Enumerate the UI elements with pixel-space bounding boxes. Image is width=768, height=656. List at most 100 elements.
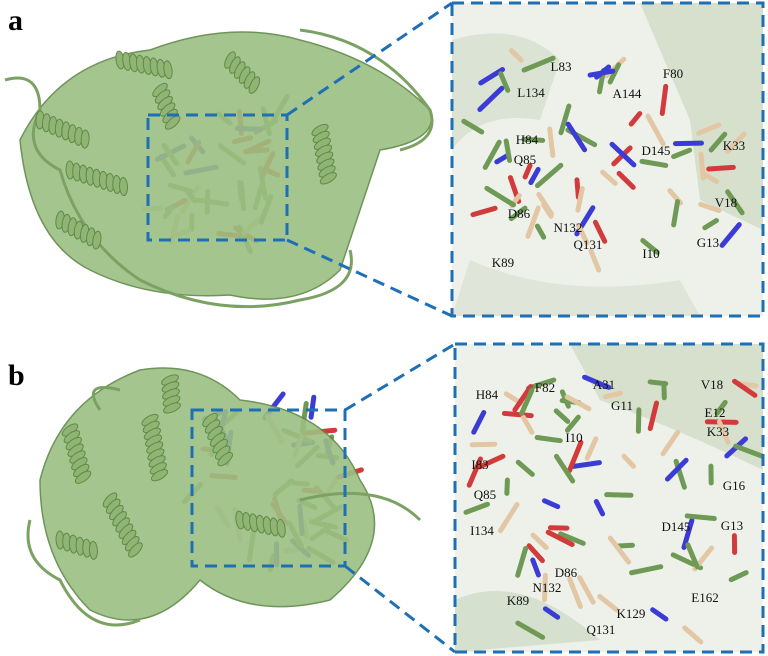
stick xyxy=(616,542,635,549)
stick xyxy=(553,408,571,424)
residue-label: F80 xyxy=(663,66,683,81)
helix-turn xyxy=(217,451,233,467)
stick xyxy=(684,513,717,522)
stick xyxy=(478,67,506,86)
stick xyxy=(463,501,491,515)
helix-turn xyxy=(276,518,286,538)
residue-label: I134 xyxy=(470,523,494,538)
helix-turn xyxy=(164,115,181,130)
helix-turn xyxy=(128,542,143,558)
residue-label: L83 xyxy=(551,59,572,74)
helix-turn xyxy=(248,76,261,94)
stick xyxy=(528,166,541,186)
stick xyxy=(470,205,498,218)
stick xyxy=(559,389,571,409)
residue-label: E162 xyxy=(691,590,718,605)
stick xyxy=(466,456,483,488)
zoom-box-b xyxy=(453,342,765,654)
zoom-line xyxy=(344,342,456,412)
stick xyxy=(708,131,728,153)
stick xyxy=(607,535,632,565)
stick xyxy=(521,136,546,143)
stick xyxy=(542,606,561,620)
stick xyxy=(525,205,541,239)
stick xyxy=(568,460,602,470)
stick xyxy=(494,153,510,165)
helix-turn xyxy=(88,540,98,560)
residue-label: G13 xyxy=(721,518,743,533)
residue-label: D145 xyxy=(662,519,691,534)
residue-label: G13 xyxy=(697,235,719,250)
stick xyxy=(484,185,517,208)
residue-label: I10 xyxy=(565,430,582,445)
stick xyxy=(616,170,636,190)
stick xyxy=(664,457,689,482)
stick xyxy=(588,248,602,273)
residue-label: Q131 xyxy=(574,237,603,252)
zoom-line xyxy=(286,1,453,117)
residue-label: H84 xyxy=(516,132,539,147)
residue-label: E12 xyxy=(705,405,726,420)
focus-box-a xyxy=(146,113,289,242)
helix-turn xyxy=(163,60,173,80)
residue-label: N132 xyxy=(533,580,562,595)
stick xyxy=(725,189,745,216)
residue-label: Q85 xyxy=(514,152,536,167)
helix-turn xyxy=(118,177,129,197)
stick xyxy=(565,121,588,153)
stick xyxy=(576,223,590,246)
stick xyxy=(536,191,554,217)
residue-label: G16 xyxy=(723,478,746,493)
stick xyxy=(501,410,534,419)
stick xyxy=(577,575,596,605)
panel-label: a xyxy=(8,4,23,37)
stick xyxy=(566,439,584,474)
stick xyxy=(504,477,510,496)
stick xyxy=(645,113,666,147)
stick xyxy=(564,414,581,433)
stick xyxy=(574,177,581,200)
zoom-box-a xyxy=(450,1,765,318)
stick xyxy=(592,219,608,244)
stick xyxy=(716,419,731,445)
stick xyxy=(541,498,561,510)
zoom-line xyxy=(286,238,453,318)
stick xyxy=(604,492,634,498)
stick xyxy=(603,390,623,400)
residue-label: L134 xyxy=(517,85,545,100)
stick xyxy=(671,199,681,228)
stick xyxy=(609,141,637,168)
stick xyxy=(522,163,533,180)
stick xyxy=(647,400,660,432)
stick xyxy=(515,459,535,477)
stick xyxy=(621,453,636,469)
helix-turn xyxy=(319,172,337,185)
residue-label: K33 xyxy=(723,138,745,153)
stick xyxy=(534,162,564,189)
stick xyxy=(564,394,592,412)
stick xyxy=(600,169,618,186)
stick xyxy=(515,620,546,640)
stick xyxy=(477,453,506,470)
residue-label: D86 xyxy=(555,565,578,580)
stick xyxy=(698,201,722,214)
stick xyxy=(671,147,693,160)
stick xyxy=(659,83,669,116)
residue-label: K129 xyxy=(617,606,646,621)
stick xyxy=(594,64,612,80)
stick xyxy=(719,222,742,248)
stick xyxy=(647,379,669,387)
stick xyxy=(526,543,545,564)
protein-a xyxy=(4,28,434,309)
stick xyxy=(628,111,643,127)
stick xyxy=(575,186,585,213)
stick xyxy=(521,55,556,73)
residue-label: V18 xyxy=(701,377,723,392)
stick xyxy=(706,164,736,172)
stick xyxy=(545,529,575,548)
stick xyxy=(567,576,583,609)
stick xyxy=(498,71,511,93)
residue-label: V18 xyxy=(715,195,737,210)
